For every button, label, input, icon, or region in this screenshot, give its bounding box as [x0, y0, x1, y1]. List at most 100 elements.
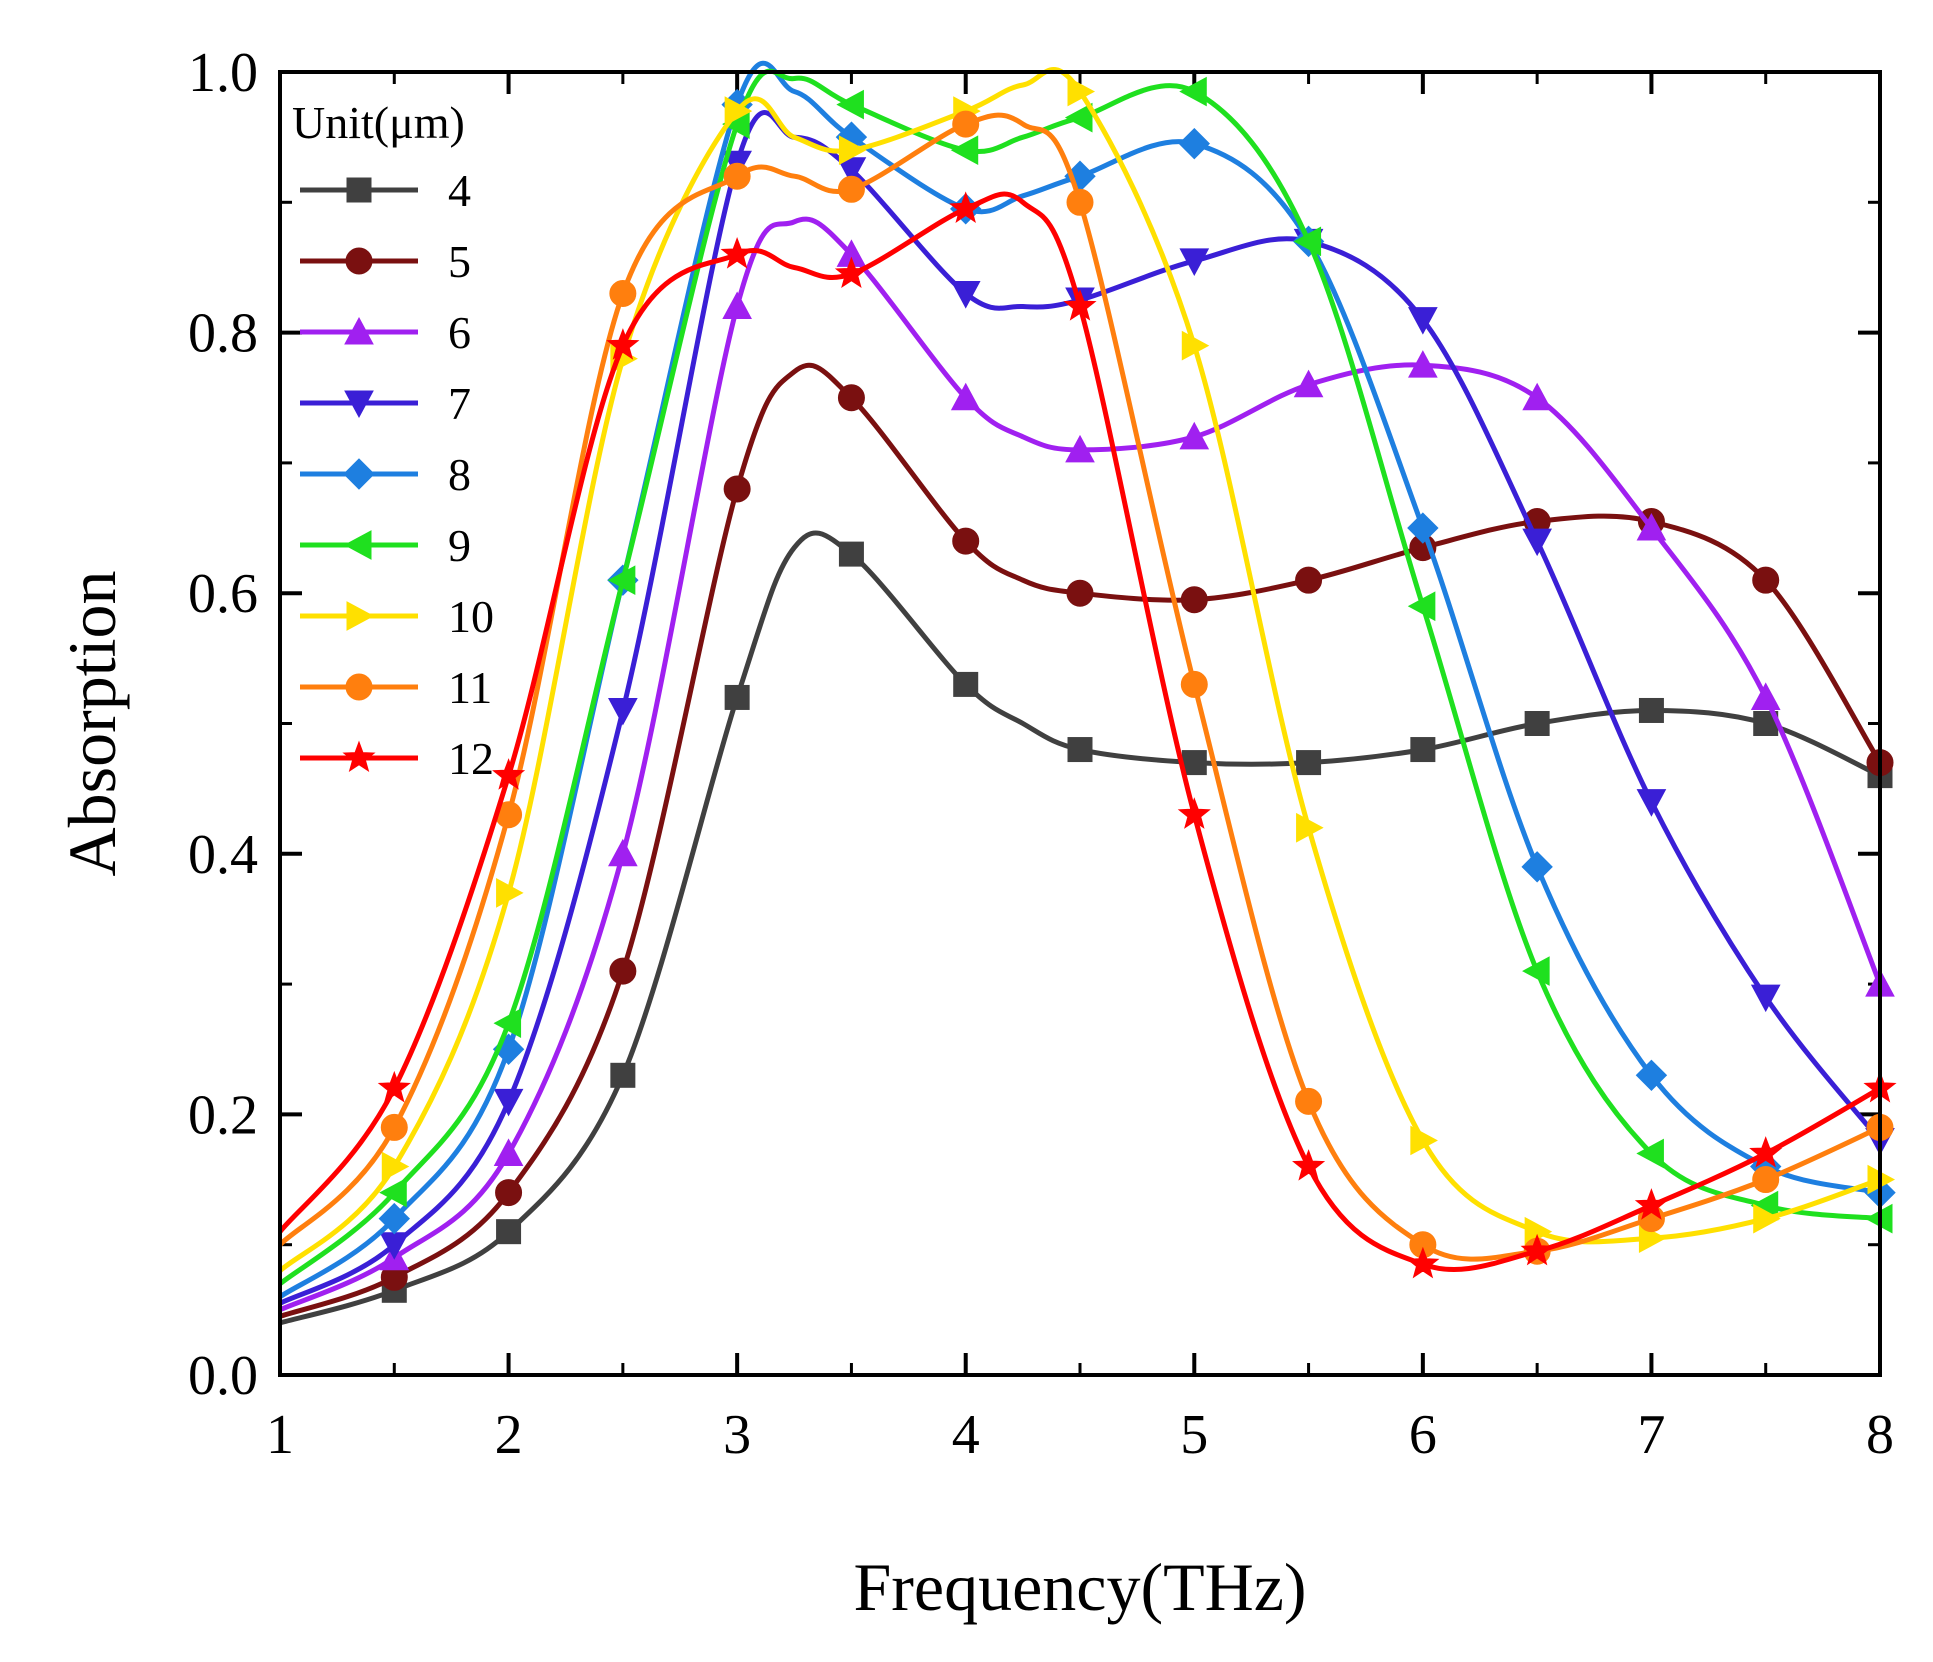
y-tick-label: 0.0 — [188, 1345, 258, 1407]
legend-label: 5 — [448, 236, 471, 287]
data-point — [1410, 737, 1436, 763]
series-12 — [278, 191, 1897, 1279]
data-point — [724, 96, 753, 126]
series-4 — [279, 530, 1893, 1326]
legend-marker — [342, 740, 376, 773]
data-point — [1179, 421, 1210, 450]
data-point — [1296, 750, 1322, 776]
data-point — [379, 1177, 407, 1208]
data-point — [610, 1062, 636, 1088]
data-point — [1638, 697, 1664, 723]
data-point — [723, 162, 751, 190]
data-point — [952, 110, 980, 138]
legend-item-10: 10 — [300, 591, 494, 642]
x-tick-label: 8 — [1866, 1404, 1894, 1466]
legend-item-7: 7 — [300, 378, 471, 429]
data-point — [1295, 566, 1323, 594]
data-point — [1293, 226, 1322, 257]
data-point — [1408, 350, 1438, 378]
data-point — [608, 838, 638, 867]
x-tick-label: 6 — [1409, 1404, 1437, 1466]
data-point — [1753, 1203, 1781, 1234]
data-point — [381, 1151, 410, 1182]
legend-item-6: 6 — [300, 307, 471, 358]
legend-marker — [344, 390, 374, 419]
legend-label: 9 — [448, 520, 471, 571]
data-point — [1752, 1166, 1780, 1194]
series-line-4 — [279, 530, 1882, 1326]
y-axis-title: Absorption — [54, 571, 130, 877]
data-point — [1410, 1125, 1438, 1156]
data-point — [1179, 76, 1207, 107]
data-point — [1181, 750, 1207, 776]
data-point — [609, 957, 637, 985]
data-point — [1750, 682, 1781, 710]
legend-item-11: 11 — [300, 662, 492, 713]
data-point — [953, 671, 979, 697]
data-point — [1295, 1087, 1323, 1115]
data-point — [1749, 1136, 1783, 1168]
data-point — [834, 256, 868, 289]
x-tick-labels: 1 2 3 4 5 6 7 8 — [266, 1404, 1894, 1466]
data-point — [1406, 1246, 1440, 1279]
data-point — [1177, 797, 1211, 829]
data-point — [609, 280, 637, 308]
data-point — [1524, 711, 1550, 736]
legend-label: 6 — [448, 307, 471, 358]
data-point — [1181, 330, 1210, 361]
data-point — [1292, 1149, 1326, 1181]
data-point — [724, 684, 750, 710]
data-point — [1067, 76, 1096, 107]
data-point — [1065, 434, 1095, 463]
legend-marker — [346, 601, 375, 631]
legend-label: 8 — [448, 449, 471, 500]
data-point — [495, 1179, 523, 1207]
data-point — [1750, 984, 1781, 1013]
series-6 — [278, 216, 1895, 1313]
legend-marker — [343, 458, 375, 490]
legend-title: Unit(μm) — [292, 97, 465, 148]
data-point — [1408, 307, 1438, 335]
data-point — [1521, 851, 1553, 883]
legend-item-12: 12 — [300, 733, 494, 784]
data-point — [838, 135, 867, 166]
data-point — [1522, 528, 1552, 557]
x-axis-title: Frequency(THz) — [853, 1549, 1306, 1625]
x-tick-label: 5 — [1180, 1404, 1208, 1466]
data-point — [606, 328, 640, 360]
legend-marker — [344, 316, 374, 345]
legend-item-9: 9 — [300, 520, 471, 571]
data-point — [1522, 956, 1550, 986]
data-point — [1752, 566, 1780, 594]
legend-label: 10 — [448, 591, 494, 642]
data-point — [493, 1088, 524, 1117]
series-line-10 — [278, 67, 1881, 1273]
data-point — [1296, 812, 1324, 843]
series-9 — [278, 68, 1893, 1286]
x-tick-label: 7 — [1637, 1404, 1665, 1466]
y-tick-labels: 0.0 0.2 0.4 0.6 0.8 1.0 — [188, 42, 258, 1407]
series-line-8 — [278, 60, 1881, 1299]
legend-item-5: 5 — [300, 236, 471, 287]
data-point — [1179, 248, 1210, 276]
data-point — [950, 382, 981, 411]
x-tick-label: 3 — [723, 1404, 751, 1466]
data-point — [380, 1113, 408, 1141]
series-line-6 — [278, 216, 1883, 1313]
series-8 — [278, 60, 1896, 1299]
y-tick-label: 0.4 — [188, 824, 258, 886]
data-point — [838, 541, 864, 567]
legend-marker — [343, 530, 372, 560]
data-point — [1522, 382, 1552, 411]
data-point — [493, 1008, 522, 1039]
y-tick-label: 0.6 — [188, 563, 258, 625]
data-point — [723, 475, 751, 503]
data-point — [837, 175, 865, 203]
data-point — [950, 281, 981, 309]
series-layer — [278, 60, 1897, 1326]
data-point — [1063, 289, 1097, 321]
data-point — [722, 291, 752, 320]
data-point — [377, 1070, 411, 1103]
